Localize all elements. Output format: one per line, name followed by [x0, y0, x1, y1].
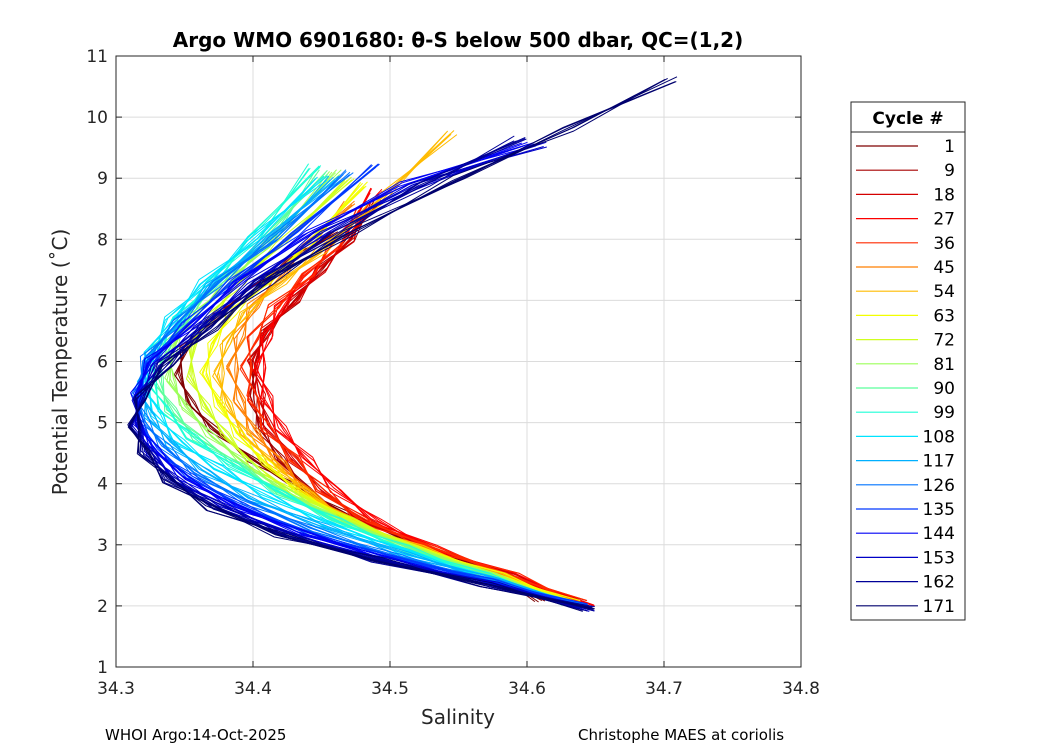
- footer-left: WHOI Argo:14-Oct-2025: [105, 726, 287, 744]
- y-tick-label: 11: [86, 47, 108, 67]
- chart-title: Argo WMO 6901680: θ-S below 500 dbar, QC…: [173, 28, 743, 52]
- legend-label-99: 99: [933, 403, 955, 423]
- legend-label-126: 126: [923, 476, 955, 496]
- legend-label-36: 36: [933, 234, 955, 254]
- x-tick-label: 34.6: [508, 679, 546, 699]
- series-line-cycle-117: [143, 175, 588, 605]
- legend-label-117: 117: [923, 452, 955, 472]
- y-tick-label: 2: [97, 597, 108, 617]
- x-tick-label: 34.8: [782, 679, 820, 699]
- legend-label-90: 90: [933, 379, 955, 399]
- series-line-cycle-171: [135, 81, 677, 608]
- y-ticks: 1 2 3 4 5 6 7 8 9 10 11: [86, 47, 801, 678]
- x-axis-label: Salinity: [421, 705, 495, 729]
- data-series: [127, 76, 678, 612]
- legend-label-135: 135: [923, 500, 955, 520]
- y-tick-label: 4: [97, 475, 108, 495]
- y-tick-label: 10: [86, 108, 108, 128]
- y-tick-label: 1: [97, 658, 108, 678]
- x-tick-label: 34.7: [645, 679, 683, 699]
- y-tick-label: 3: [97, 536, 108, 556]
- legend-entries: 1 9 18 27 36 45 54 63 72 81 90 99 108 117 126 135 144 153…: [856, 137, 955, 617]
- x-ticks: 34.3 34.4 34.5 34.6 34.7 34.8: [97, 56, 820, 699]
- legend-label-162: 162: [923, 573, 955, 593]
- legend-label-108: 108: [923, 427, 955, 447]
- legend-label-81: 81: [933, 355, 955, 375]
- y-tick-label: 8: [97, 230, 108, 250]
- series-line-cycle-36: [241, 205, 579, 604]
- legend-label-72: 72: [933, 331, 955, 351]
- legend-label-18: 18: [933, 185, 955, 205]
- x-tick-label: 34.4: [234, 679, 272, 699]
- legend-label-1: 1: [944, 137, 955, 157]
- legend-label-153: 153: [923, 548, 955, 568]
- x-tick-label: 34.3: [97, 679, 135, 699]
- y-tick-label: 7: [97, 291, 108, 311]
- x-tick-label: 34.5: [371, 679, 409, 699]
- legend-label-171: 171: [923, 597, 955, 617]
- y-tick-label: 6: [97, 353, 108, 373]
- footer-right: Christophe MAES at coriolis: [578, 726, 785, 744]
- series-line-cycle-135: [135, 164, 591, 609]
- y-axis-label: Potential Temperature (˚C): [48, 229, 72, 496]
- legend-label-45: 45: [933, 258, 955, 278]
- y-tick-label: 9: [97, 169, 108, 189]
- legend-title: Cycle #: [872, 109, 943, 129]
- legend: Cycle # 19182736455463728190991081171261…: [850, 101, 966, 621]
- y-tick-label: 5: [97, 414, 108, 434]
- legend-label-27: 27: [933, 210, 955, 230]
- legend-label-9: 9: [944, 161, 955, 181]
- legend-label-63: 63: [933, 306, 955, 326]
- legend-label-54: 54: [933, 282, 955, 302]
- series-line-cycle-108: [144, 177, 580, 609]
- legend-label-144: 144: [923, 524, 955, 544]
